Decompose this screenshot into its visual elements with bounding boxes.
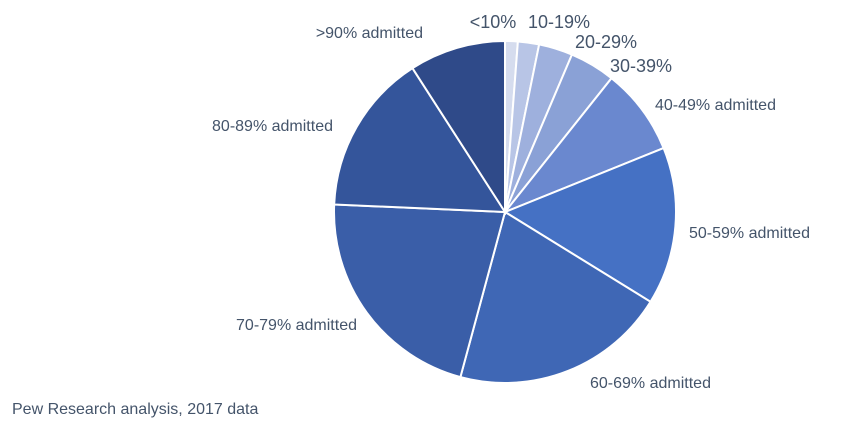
slice-label-30-39: 30-39% xyxy=(610,56,672,76)
pie-labels: <10% 10-19%20-29% 30-39% 40-49% admitted 50-… xyxy=(212,12,810,392)
slice-label-10-19: 10-19% xyxy=(528,12,590,32)
slice-label-60-69-admitted: 60-69% admitted xyxy=(590,375,711,392)
source-note: Pew Research analysis, 2017 data xyxy=(12,401,259,418)
slice-label-20-29: 20-29% xyxy=(575,32,637,52)
slice-label-10: <10% xyxy=(470,12,517,32)
pie-slice-80-89-admitted xyxy=(333,66,507,214)
slice-label-80-89-admitted: 80-89% admitted xyxy=(212,118,333,135)
pie-slices xyxy=(333,39,677,384)
slice-label-70-79-admitted: 70-79% admitted xyxy=(236,317,357,334)
pie-slice-60-69-admitted xyxy=(459,210,652,384)
pie-slice-40-49-admitted xyxy=(501,76,665,215)
slice-label-40-49-admitted: 40-49% admitted xyxy=(655,97,776,114)
pie-slice-70-79-admitted xyxy=(333,203,507,379)
slice-label-50-59-admitted: 50-59% admitted xyxy=(689,225,810,242)
slice-label-90-admitted: >90% admitted xyxy=(316,25,423,42)
pie-slice-50-59-admitted xyxy=(502,146,677,304)
pie-slice-90-admitted xyxy=(411,39,506,216)
